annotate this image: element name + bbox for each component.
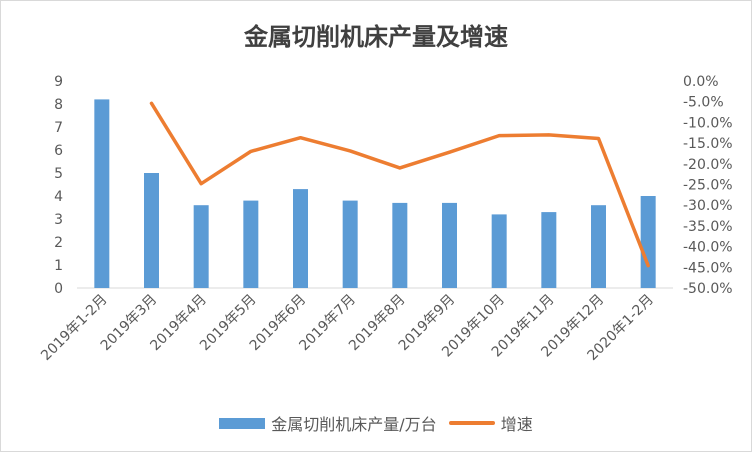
- bar: [491, 214, 507, 288]
- y-left-tick-label: 2: [54, 235, 63, 251]
- growth-point: [348, 149, 352, 153]
- y-right-tick-label: -20.0%: [683, 157, 733, 173]
- bar: [392, 202, 408, 288]
- growth-point: [150, 101, 153, 105]
- growth-point: [249, 149, 253, 153]
- bar: [144, 173, 159, 288]
- bar: [193, 205, 209, 288]
- bar: [442, 202, 457, 288]
- y-right-tick-label: -15.0%: [683, 136, 733, 152]
- bar: [293, 189, 308, 288]
- legend-swatch-line: [448, 421, 495, 425]
- legend-item-output: 金属切削机床产量/万台: [219, 411, 437, 435]
- bar: [541, 212, 557, 288]
- bar: [342, 200, 358, 288]
- y-left-tick-label: 3: [54, 212, 63, 228]
- y-left-tick-label: 7: [54, 120, 63, 136]
- y-right-tick-label: -10.0%: [683, 115, 733, 131]
- y-left-tick-label: 9: [54, 74, 63, 90]
- y-right-tick-label: -5.0%: [683, 95, 724, 111]
- bar: [591, 205, 606, 288]
- y-right-tick-label: -25.0%: [683, 178, 733, 194]
- y-left-tick-label: 6: [54, 143, 63, 159]
- y-right-tick-label: -30.0%: [683, 198, 733, 214]
- x-tick-label: 2019年1-2月: [38, 292, 110, 364]
- legend-label-growth: 增速: [500, 415, 533, 434]
- y-left-tick-label: 0: [54, 281, 63, 297]
- y-right-tick-label: -40.0%: [683, 240, 733, 256]
- y-left-tick-label: 8: [54, 97, 63, 113]
- y-right-tick-label: 0.0%: [683, 74, 719, 90]
- y-left-tick-label: 5: [54, 166, 63, 182]
- growth-point: [448, 150, 451, 154]
- bar: [243, 200, 259, 288]
- y-left-tick-label: 1: [54, 258, 63, 274]
- bar: [94, 99, 110, 289]
- growth-point: [597, 137, 600, 141]
- growth-point: [398, 166, 402, 170]
- growth-point: [199, 182, 203, 186]
- legend-label-output: 金属切削机床产量/万台: [271, 415, 437, 434]
- chart-title: 金属切削机床产量及增速: [244, 23, 508, 51]
- y-right-tick-label: -35.0%: [683, 219, 733, 235]
- y-right-tick-label: -45.0%: [683, 260, 733, 276]
- growth-point: [646, 264, 650, 268]
- legend-item-growth: 增速: [448, 411, 533, 435]
- y-right-tick-label: -50.0%: [683, 281, 733, 297]
- y-left-tick-label: 4: [54, 189, 63, 205]
- growth-point: [497, 134, 501, 138]
- legend-swatch-bar: [219, 417, 266, 429]
- bar: [640, 196, 656, 288]
- chart-legend: 金属切削机床产量/万台 增速: [1, 411, 751, 435]
- growth-point: [547, 133, 551, 137]
- growth-point: [299, 136, 302, 140]
